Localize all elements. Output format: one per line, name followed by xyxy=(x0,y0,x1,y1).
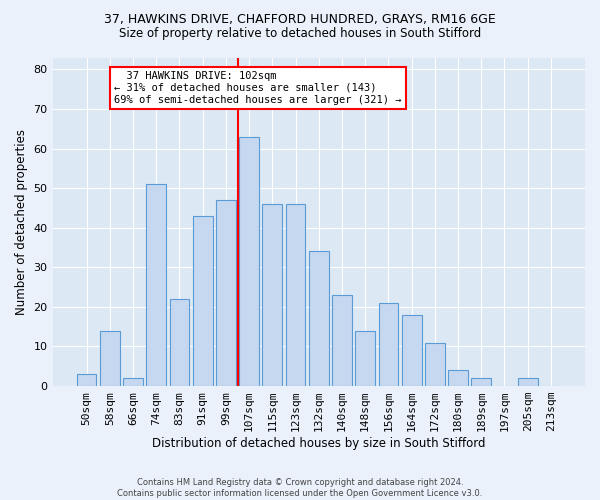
Bar xyxy=(355,330,375,386)
Bar xyxy=(518,378,538,386)
Bar xyxy=(216,200,236,386)
Bar xyxy=(77,374,97,386)
Bar xyxy=(100,330,119,386)
Bar xyxy=(239,136,259,386)
Text: 37, HAWKINS DRIVE, CHAFFORD HUNDRED, GRAYS, RM16 6GE: 37, HAWKINS DRIVE, CHAFFORD HUNDRED, GRA… xyxy=(104,12,496,26)
Bar xyxy=(286,204,305,386)
Bar xyxy=(309,252,329,386)
Text: Size of property relative to detached houses in South Stifford: Size of property relative to detached ho… xyxy=(119,28,481,40)
Bar xyxy=(262,204,282,386)
Text: 37 HAWKINS DRIVE: 102sqm
← 31% of detached houses are smaller (143)
69% of semi-: 37 HAWKINS DRIVE: 102sqm ← 31% of detach… xyxy=(115,72,402,104)
Bar xyxy=(193,216,212,386)
Bar xyxy=(146,184,166,386)
Bar xyxy=(379,303,398,386)
Y-axis label: Number of detached properties: Number of detached properties xyxy=(15,129,28,315)
X-axis label: Distribution of detached houses by size in South Stifford: Distribution of detached houses by size … xyxy=(152,437,485,450)
Text: Contains HM Land Registry data © Crown copyright and database right 2024.
Contai: Contains HM Land Registry data © Crown c… xyxy=(118,478,482,498)
Bar xyxy=(123,378,143,386)
Bar xyxy=(402,315,422,386)
Bar xyxy=(425,342,445,386)
Bar xyxy=(170,299,190,386)
Bar xyxy=(472,378,491,386)
Bar xyxy=(332,295,352,386)
Bar xyxy=(448,370,468,386)
